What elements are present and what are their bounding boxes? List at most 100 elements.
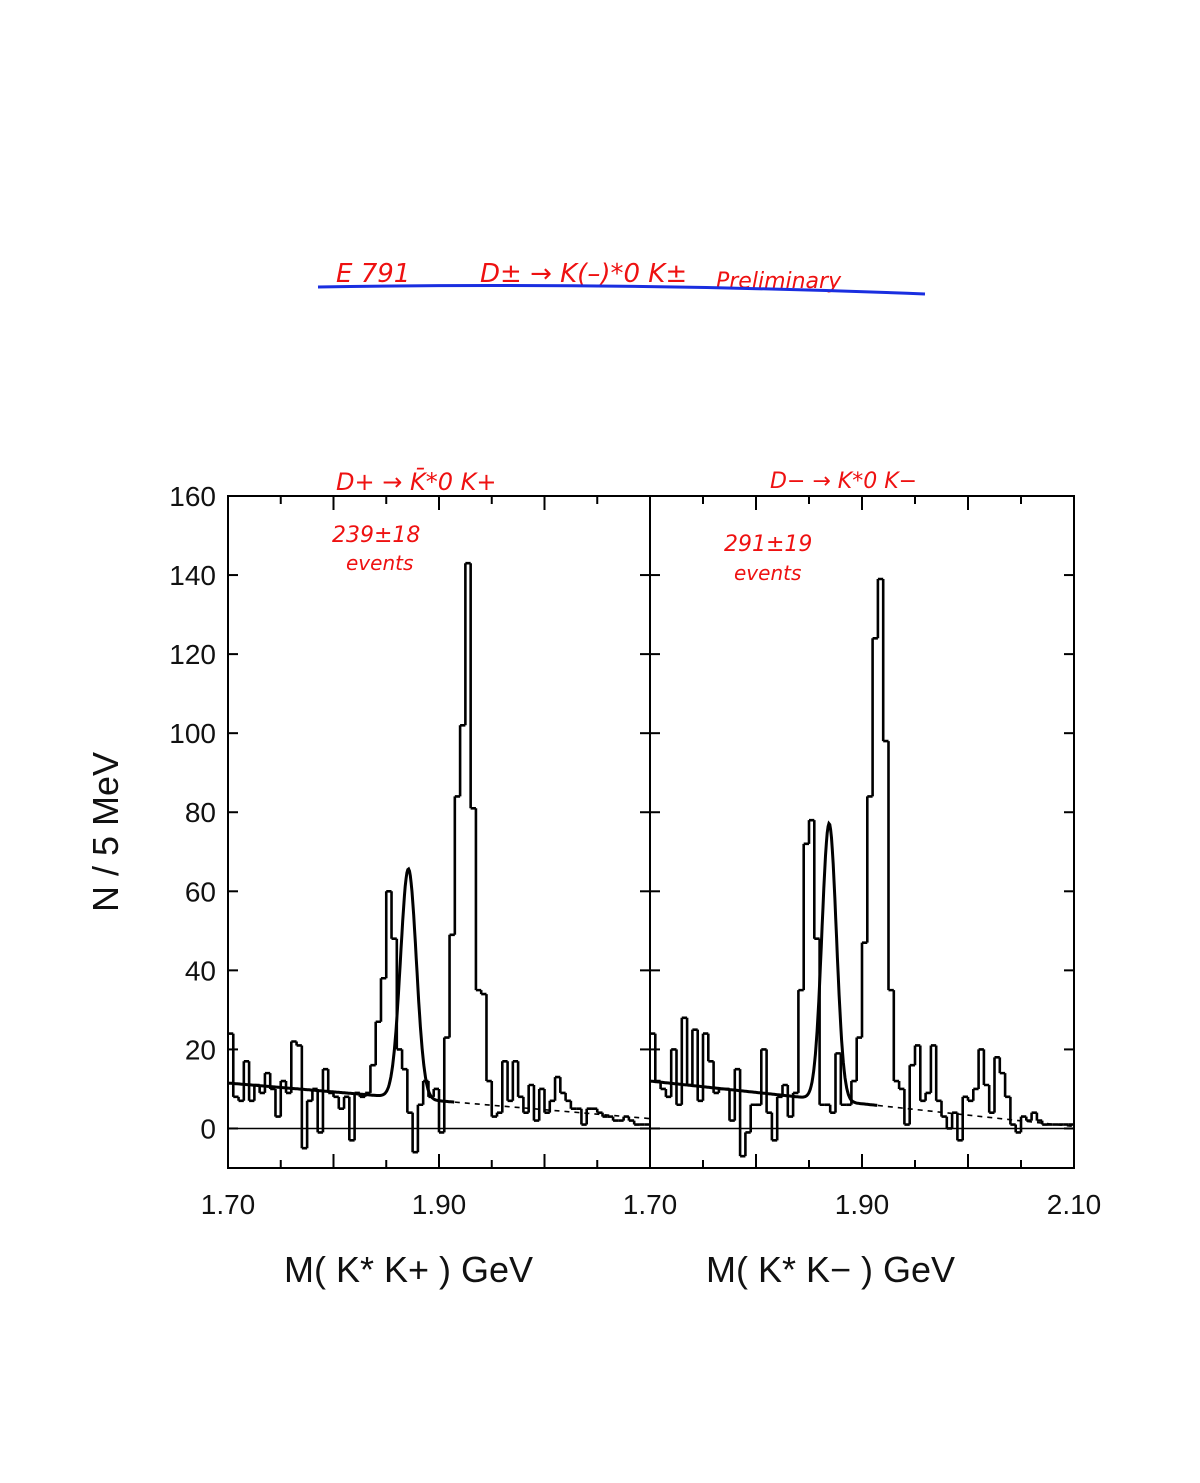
y-tick-label: 60	[185, 876, 216, 907]
right-event-unit: events	[734, 561, 801, 585]
histogram-bin	[998, 1057, 1006, 1075]
y-axis-title: N / 5 MeV	[85, 752, 126, 912]
histogram-bin	[834, 1052, 841, 1113]
histogram-bin	[295, 1041, 302, 1047]
histogram-bin	[353, 1091, 360, 1141]
y-tick-label: 20	[185, 1034, 216, 1065]
histogram-bin	[369, 1063, 376, 1093]
right-panel-title: D− → K*0 K−	[770, 469, 917, 494]
histogram-bin	[516, 1061, 524, 1099]
histogram-bin	[511, 1059, 519, 1101]
histogram-bin	[775, 1095, 783, 1141]
histogram-bin	[490, 1081, 498, 1118]
right-fit-curve	[649, 820, 878, 1107]
histogram-bin	[374, 1020, 381, 1066]
histogram-bin	[839, 1053, 847, 1107]
histogram-bin	[479, 990, 487, 996]
histogram-bin	[595, 1108, 603, 1114]
histogram-bin	[866, 795, 873, 943]
histogram-bin	[797, 988, 804, 1093]
x-tick-label: 1.90	[412, 1189, 467, 1220]
histogram-bin	[543, 1088, 550, 1114]
histogram-bin	[1040, 1120, 1048, 1126]
right-x-axis-title: M( K* K− ) GeV	[706, 1249, 955, 1290]
left-fit-curve	[227, 866, 455, 1104]
histogram-bin	[300, 1045, 308, 1150]
histogram-bin	[501, 1059, 508, 1113]
histogram-bin	[379, 976, 387, 1022]
y-tick-label: 160	[169, 481, 216, 512]
y-tick-label: 0	[200, 1113, 216, 1144]
histogram-bin	[242, 1059, 250, 1101]
histogram-bin	[770, 1112, 778, 1142]
histogram-bin	[934, 1045, 942, 1103]
histogram-bin	[760, 1048, 767, 1105]
right-event-count: 291±19	[724, 532, 812, 557]
experiment-label: E 791	[336, 259, 410, 289]
histogram-bin	[411, 1112, 418, 1154]
histogram-bin	[744, 1131, 751, 1157]
histogram-bin	[871, 637, 878, 797]
histogram-bin	[326, 1069, 334, 1095]
histogram-bin	[406, 1069, 413, 1114]
y-tick-label: 140	[169, 560, 216, 591]
histogram-bin	[469, 563, 476, 810]
histogram-bin	[828, 1104, 836, 1114]
histogram-bin	[458, 723, 466, 797]
histogram-bin	[611, 1116, 619, 1122]
left-histogram-panel: 0 20 40 60 80 100 120 140 160 1.70 1.90	[169, 481, 651, 1220]
y-tick-label: 40	[185, 955, 216, 986]
histogram-bin	[977, 1048, 984, 1089]
histogram-bin	[390, 891, 397, 941]
histogram-bin	[903, 1088, 910, 1126]
histogram-bin	[1003, 1073, 1011, 1099]
header-underline	[317, 284, 926, 296]
histogram-bin	[765, 1049, 772, 1114]
histogram-bin	[897, 1081, 905, 1091]
histogram-bin	[749, 1103, 756, 1133]
histogram-bin	[442, 1036, 450, 1133]
histogram-bin	[559, 1077, 566, 1095]
histogram-bin	[860, 941, 868, 1038]
histogram-bin	[1035, 1112, 1043, 1122]
histogram-bin	[707, 1033, 714, 1063]
histogram-bin	[522, 1096, 529, 1114]
histogram-bin	[940, 1100, 947, 1118]
histogram-bin	[553, 1075, 561, 1101]
histogram-bin	[569, 1100, 577, 1111]
histogram-bin	[400, 1049, 408, 1071]
histogram-bin	[580, 1108, 587, 1126]
histogram-bin	[305, 1099, 313, 1149]
histogram-bin	[337, 1096, 345, 1111]
histogram-bin	[987, 1084, 995, 1114]
x-tick-label: 2.10	[1047, 1189, 1102, 1220]
histogram-bin	[802, 842, 809, 991]
y-tick-label: 100	[169, 718, 216, 749]
histogram-bin	[956, 1112, 963, 1142]
histogram-bin	[887, 741, 894, 992]
histogram-bin	[432, 1087, 439, 1097]
histogram-bin	[485, 994, 492, 1083]
histogram-bin	[601, 1112, 608, 1118]
x-tick-label: 1.90	[835, 1189, 890, 1220]
y-tick-label: 120	[169, 639, 216, 670]
left-event-count: 239±18	[332, 523, 420, 548]
histogram-bin	[972, 1087, 979, 1101]
histogram-bin	[654, 1033, 661, 1083]
histogram-bin	[892, 990, 900, 1083]
histogram-bin	[881, 579, 889, 743]
histogram-bin	[348, 1096, 355, 1142]
right-histogram-panel: 1.70 1.90 2.10	[623, 495, 1102, 1220]
histogram-bin	[474, 808, 482, 992]
x-tick-label: 1.70	[201, 1189, 256, 1220]
x-tick-label: 1.70	[623, 1189, 678, 1220]
histogram-bin	[813, 820, 820, 941]
histogram-bin	[564, 1092, 571, 1103]
left-event-unit: events	[346, 551, 413, 575]
histogram-bin	[924, 1091, 931, 1101]
histogram-bin	[855, 1036, 862, 1082]
left-background-extrapolation	[454, 1101, 651, 1120]
y-tick-label: 80	[185, 797, 216, 828]
histogram-bin	[919, 1045, 926, 1103]
histogram-bin	[585, 1107, 592, 1125]
